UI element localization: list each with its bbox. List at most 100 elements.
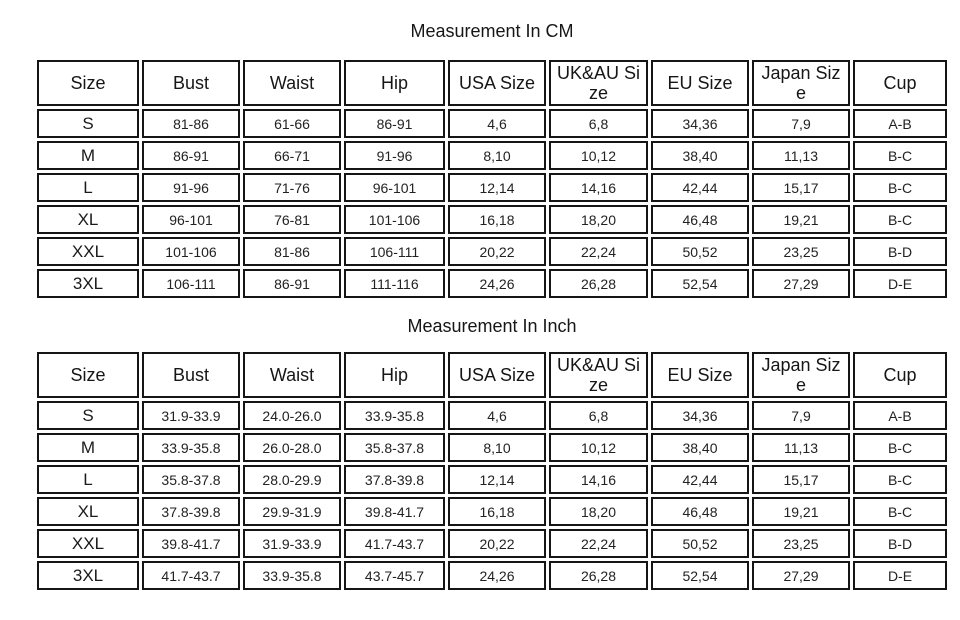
uk-au-size-cell: 10,12: [549, 433, 648, 462]
header-japan-size: Japan Siz e: [752, 352, 850, 398]
usa-size-cell: 4,6: [448, 401, 546, 430]
size-cell: XL: [37, 497, 139, 526]
bust-cell: 35.8-37.8: [142, 465, 240, 494]
cup-cell: A-B: [853, 109, 947, 138]
usa-size-cell: 4,6: [448, 109, 546, 138]
bust-cell: 37.8-39.8: [142, 497, 240, 526]
hip-cell: 35.8-37.8: [344, 433, 445, 462]
usa-size-cell: 12,14: [448, 173, 546, 202]
table-row: XL 37.8-39.8 29.9-31.9 39.8-41.7 16,18 18,20 4…: [37, 497, 947, 526]
header-size: Size: [37, 352, 139, 398]
header-cup: Cup: [853, 60, 947, 106]
hip-cell: 96-101: [344, 173, 445, 202]
size-cell: S: [37, 109, 139, 138]
waist-cell: 71-76: [243, 173, 341, 202]
eu-size-cell: 52,54: [651, 269, 749, 298]
hip-cell: 106-111: [344, 237, 445, 266]
cup-cell: B-C: [853, 141, 947, 170]
hip-cell: 101-106: [344, 205, 445, 234]
header-bust: Bust: [142, 352, 240, 398]
inch-measurement-section: Measurement In Inch Size Bust Waist Hip USA …: [0, 314, 960, 593]
uk-au-size-cell: 10,12: [549, 141, 648, 170]
table-row: M 86-91 66-71 91-96 8,10 10,12 38,40 11,13 B-C: [37, 141, 947, 170]
hip-cell: 43.7-45.7: [344, 561, 445, 590]
bust-cell: 41.7-43.7: [142, 561, 240, 590]
bust-cell: 86-91: [142, 141, 240, 170]
bust-cell: 96-101: [142, 205, 240, 234]
size-cell: L: [37, 173, 139, 202]
cup-cell: B-D: [853, 237, 947, 266]
header-waist: Waist: [243, 60, 341, 106]
header-hip: Hip: [344, 352, 445, 398]
bust-cell: 31.9-33.9: [142, 401, 240, 430]
eu-size-cell: 42,44: [651, 173, 749, 202]
usa-size-cell: 24,26: [448, 269, 546, 298]
cup-cell: B-C: [853, 205, 947, 234]
usa-size-cell: 20,22: [448, 237, 546, 266]
japan-size-cell: 7,9: [752, 109, 850, 138]
bust-cell: 101-106: [142, 237, 240, 266]
usa-size-cell: 8,10: [448, 433, 546, 462]
hip-cell: 86-91: [344, 109, 445, 138]
japan-size-cell: 11,13: [752, 141, 850, 170]
header-eu-size: EU Size: [651, 352, 749, 398]
hip-cell: 41.7-43.7: [344, 529, 445, 558]
japan-size-cell: 11,13: [752, 433, 850, 462]
bust-cell: 39.8-41.7: [142, 529, 240, 558]
eu-size-cell: 34,36: [651, 109, 749, 138]
japan-size-cell: 19,21: [752, 497, 850, 526]
size-cell: XXL: [37, 529, 139, 558]
uk-au-size-cell: 14,16: [549, 173, 648, 202]
hip-cell: 37.8-39.8: [344, 465, 445, 494]
eu-size-cell: 46,48: [651, 205, 749, 234]
cm-table-title: Measurement In CM: [410, 21, 574, 41]
table-row: XXL 39.8-41.7 31.9-33.9 41.7-43.7 20,22 22,24…: [37, 529, 947, 558]
japan-size-cell: 23,25: [752, 529, 850, 558]
size-cell: XL: [37, 205, 139, 234]
uk-au-size-cell: 26,28: [549, 269, 648, 298]
hip-cell: 39.8-41.7: [344, 497, 445, 526]
cup-cell: A-B: [853, 401, 947, 430]
header-waist: Waist: [243, 352, 341, 398]
table-row: S 81-86 61-66 86-91 4,6 6,8 34,36 7,9 A-B: [37, 109, 947, 138]
waist-cell: 66-71: [243, 141, 341, 170]
eu-size-cell: 38,40: [651, 433, 749, 462]
usa-size-cell: 16,18: [448, 205, 546, 234]
cm-measurement-section: Measurement In CM Size Bust Waist Hip USA Si…: [0, 19, 960, 301]
waist-cell: 81-86: [243, 237, 341, 266]
waist-cell: 86-91: [243, 269, 341, 298]
waist-cell: 76-81: [243, 205, 341, 234]
japan-size-cell: 15,17: [752, 173, 850, 202]
uk-au-size-cell: 22,24: [549, 237, 648, 266]
cup-cell: D-E: [853, 561, 947, 590]
table-row: 3XL 41.7-43.7 33.9-35.8 43.7-45.7 24,26 26,28…: [37, 561, 947, 590]
cup-cell: B-C: [853, 433, 947, 462]
japan-size-cell: 27,29: [752, 269, 850, 298]
size-cell: M: [37, 141, 139, 170]
header-row: Size Bust Waist Hip USA Size UK&AU Si ze EU Si…: [37, 60, 947, 106]
uk-au-size-cell: 18,20: [549, 497, 648, 526]
cup-cell: B-C: [853, 465, 947, 494]
eu-size-cell: 50,52: [651, 529, 749, 558]
usa-size-cell: 20,22: [448, 529, 546, 558]
header-hip: Hip: [344, 60, 445, 106]
eu-size-cell: 50,52: [651, 237, 749, 266]
uk-au-size-cell: 26,28: [549, 561, 648, 590]
table-row: 3XL 106-111 86-91 111-116 24,26 26,28 52,54 27,…: [37, 269, 947, 298]
japan-size-cell: 23,25: [752, 237, 850, 266]
waist-cell: 33.9-35.8: [243, 561, 341, 590]
table-row: S 31.9-33.9 24.0-26.0 33.9-35.8 4,6 6,8 34,36 7…: [37, 401, 947, 430]
waist-cell: 29.9-31.9: [243, 497, 341, 526]
japan-size-cell: 15,17: [752, 465, 850, 494]
header-row: Size Bust Waist Hip USA Size UK&AU Si ze EU Si…: [37, 352, 947, 398]
cm-size-table: Size Bust Waist Hip USA Size UK&AU Si ze EU Si…: [34, 57, 950, 301]
size-cell: M: [37, 433, 139, 462]
japan-size-cell: 27,29: [752, 561, 850, 590]
bust-cell: 106-111: [142, 269, 240, 298]
size-cell: S: [37, 401, 139, 430]
eu-size-cell: 52,54: [651, 561, 749, 590]
waist-cell: 26.0-28.0: [243, 433, 341, 462]
usa-size-cell: 16,18: [448, 497, 546, 526]
eu-size-cell: 46,48: [651, 497, 749, 526]
